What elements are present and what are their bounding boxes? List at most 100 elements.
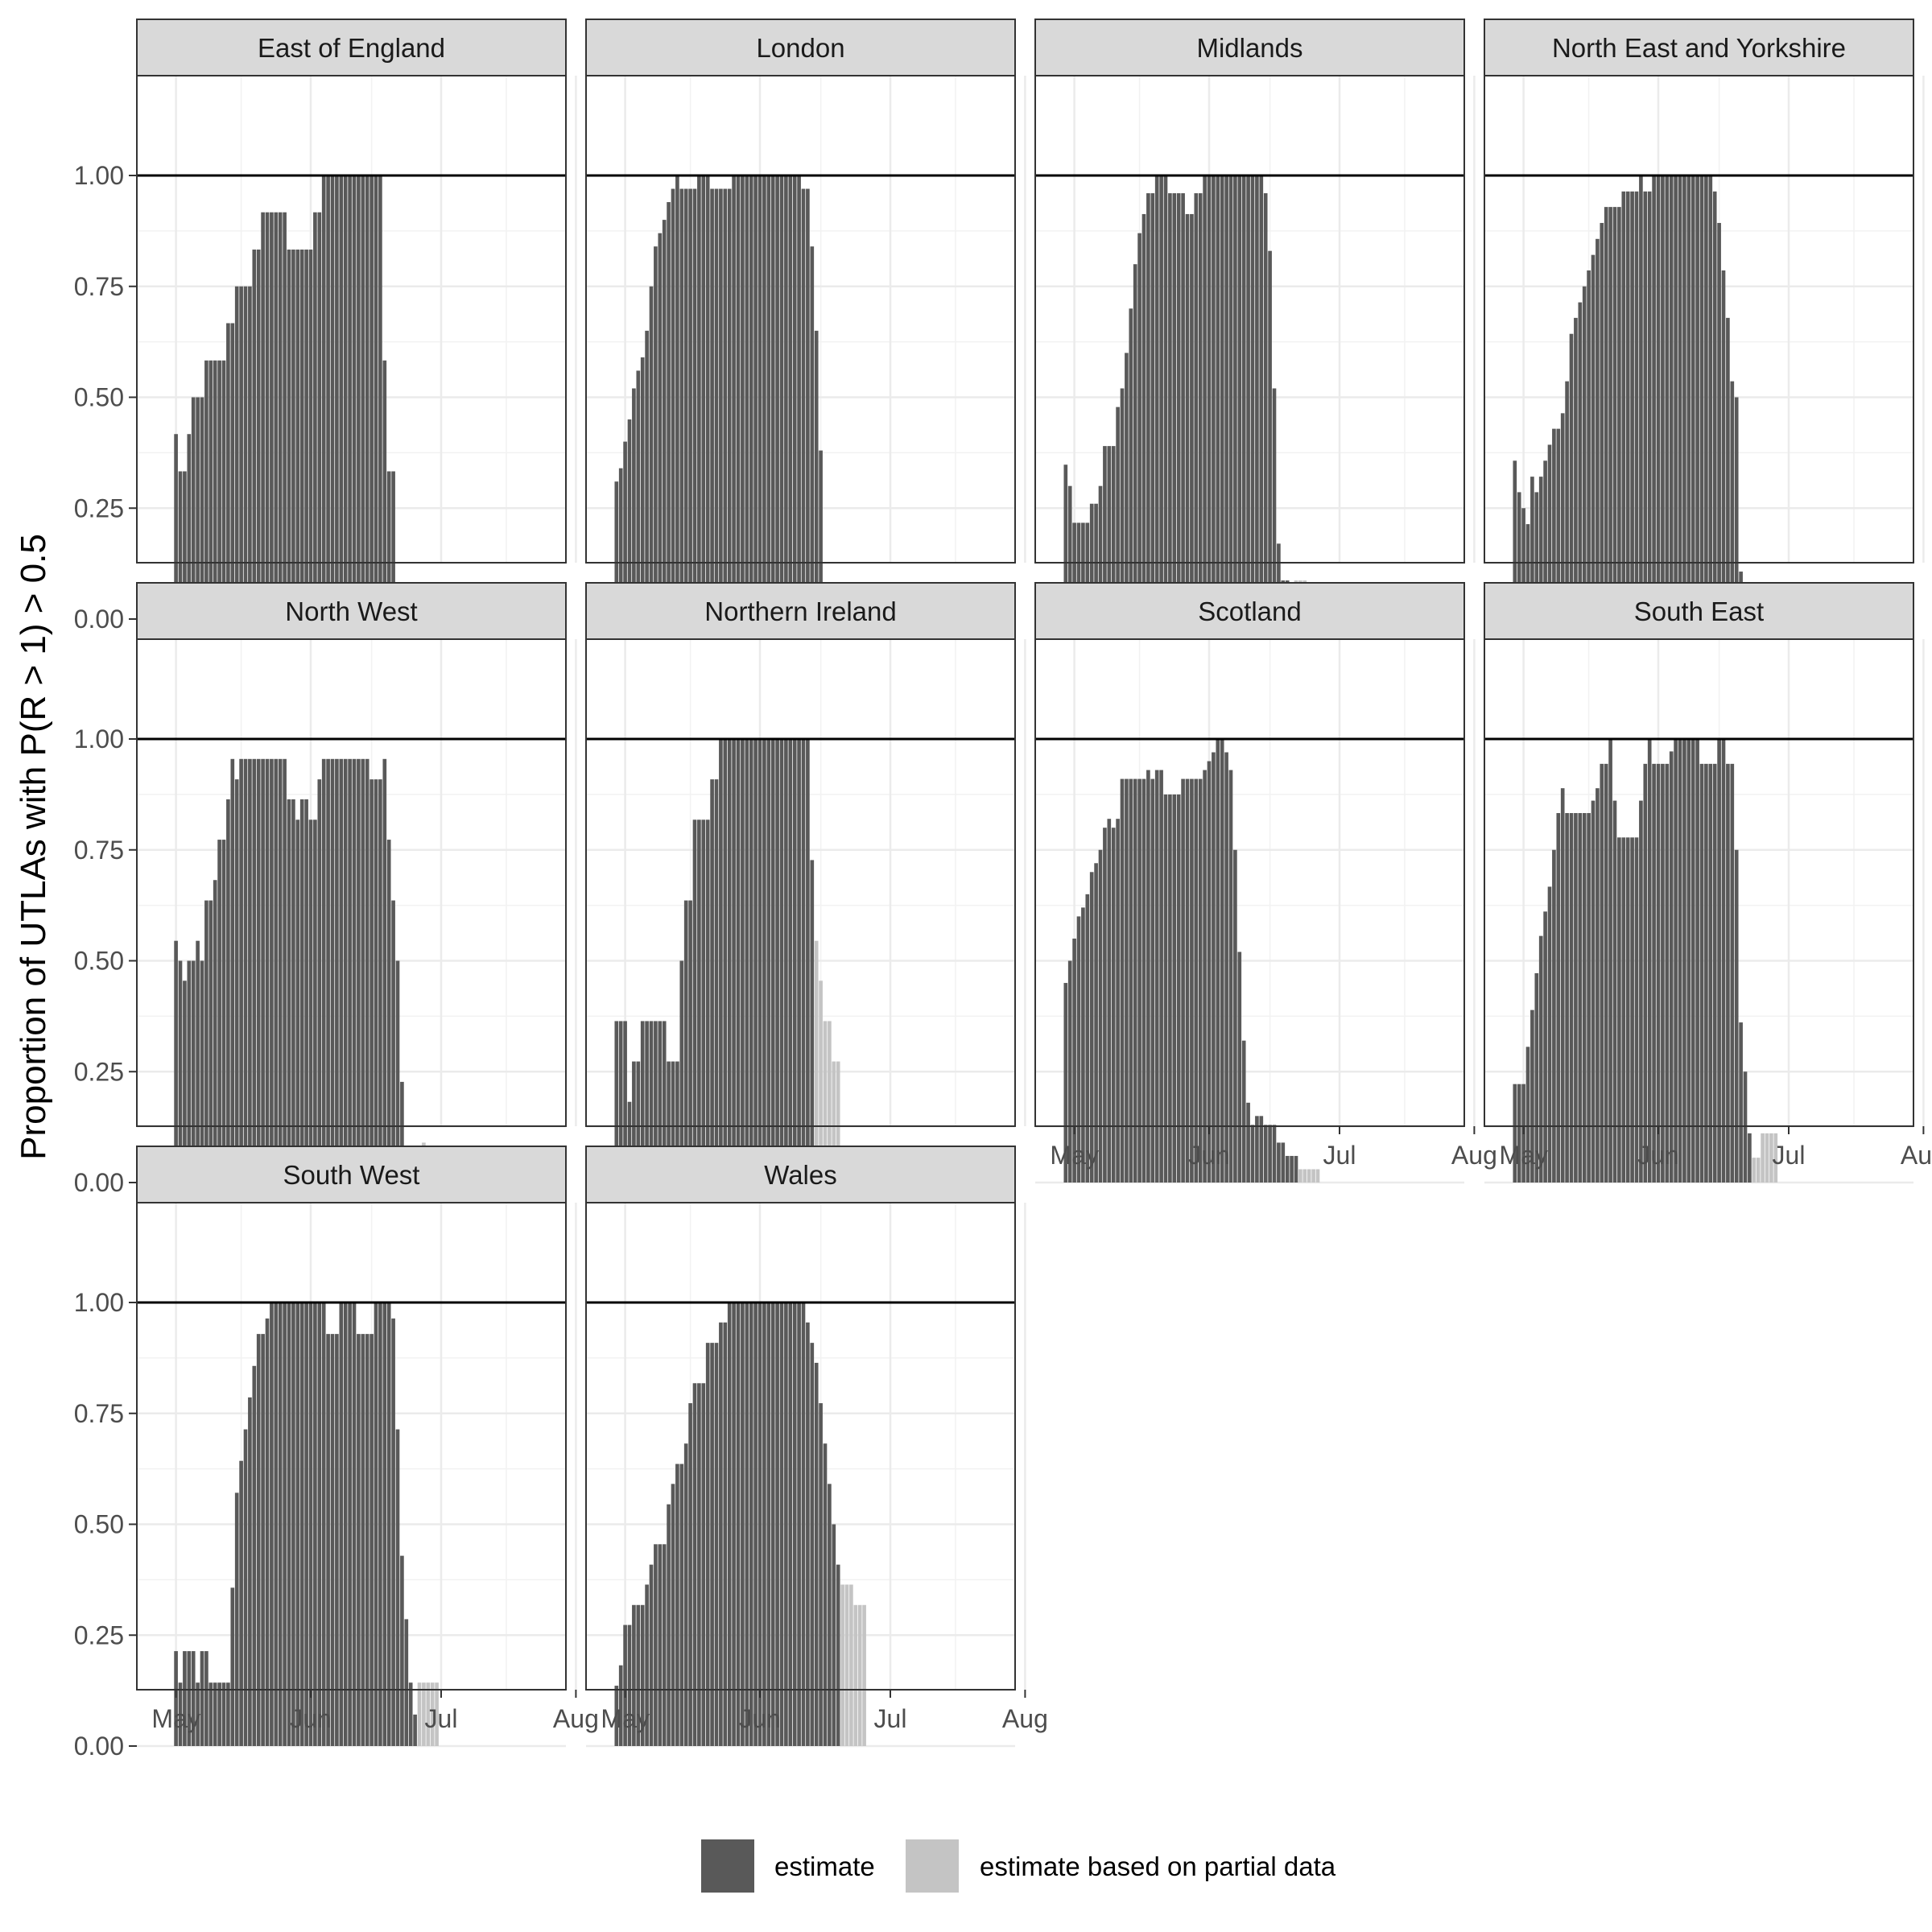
bar-partial xyxy=(828,1021,832,1183)
bar-estimate xyxy=(234,286,239,619)
bar-estimate xyxy=(814,330,819,619)
bar-estimate xyxy=(374,1302,378,1746)
bar-estimate xyxy=(1712,763,1717,1183)
bar-estimate xyxy=(1163,175,1168,619)
bar-estimate xyxy=(248,1397,252,1746)
bar-estimate xyxy=(1154,175,1159,619)
bar-partial xyxy=(849,1584,853,1746)
x-tick-label: May xyxy=(151,1704,200,1733)
bar-estimate xyxy=(683,1443,688,1746)
bar-partial xyxy=(1756,1158,1761,1183)
bar-estimate xyxy=(1185,213,1190,619)
bar-estimate xyxy=(614,481,619,619)
bar-estimate xyxy=(758,175,762,619)
facet-panel: Scotland May Jun Jul Aug xyxy=(1034,582,1497,1184)
bar-estimate xyxy=(779,175,784,619)
bar-estimate xyxy=(649,1564,654,1746)
bar-estimate xyxy=(243,758,248,1183)
bar-estimate xyxy=(832,1524,836,1746)
bar-estimate xyxy=(1237,952,1242,1183)
strip-label: Northern Ireland xyxy=(704,597,896,626)
bar-estimate xyxy=(614,1686,619,1746)
bar-estimate xyxy=(714,779,719,1183)
bar-estimate xyxy=(1656,763,1661,1183)
bar-estimate xyxy=(1250,1125,1255,1183)
bar-estimate xyxy=(287,1302,291,1746)
bar-estimate xyxy=(1277,543,1281,619)
bar-estimate xyxy=(1212,752,1216,1183)
bar-estimate xyxy=(679,1463,684,1746)
bar-estimate xyxy=(1207,175,1212,619)
bar-estimate xyxy=(797,175,801,619)
bar-estimate xyxy=(1220,175,1224,619)
bar-estimate xyxy=(1690,739,1695,1183)
bar-estimate xyxy=(1194,778,1199,1183)
bar-estimate xyxy=(1652,175,1656,619)
bar-estimate xyxy=(732,175,736,619)
bar-estimate xyxy=(801,188,806,619)
bar-estimate xyxy=(770,739,775,1183)
bar-estimate xyxy=(361,1334,365,1746)
bar-estimate xyxy=(1543,460,1547,619)
bar-estimate xyxy=(1190,778,1194,1183)
strip-label: Scotland xyxy=(1198,597,1301,626)
bar-estimate xyxy=(1552,849,1556,1183)
facet-panel: East of England 0.00 0.25 0.50 0.75 1.00 xyxy=(74,19,577,634)
bar-estimate xyxy=(710,779,714,1183)
bar-estimate xyxy=(1268,250,1272,619)
bar-estimate xyxy=(213,360,217,619)
bar-estimate xyxy=(1181,193,1185,620)
bar-estimate xyxy=(1246,1102,1250,1183)
bar-estimate xyxy=(204,900,208,1183)
bar-estimate xyxy=(382,1302,387,1746)
bar-estimate xyxy=(658,1544,663,1746)
bar-estimate xyxy=(196,1682,200,1746)
bar-estimate xyxy=(404,1619,409,1746)
bar-estimate xyxy=(1150,193,1155,620)
bar-estimate xyxy=(1525,1046,1530,1183)
bar-estimate xyxy=(1608,739,1612,1183)
bar-estimate xyxy=(1578,813,1583,1183)
bar-partial xyxy=(1761,1133,1765,1183)
bar-estimate xyxy=(1530,1009,1534,1183)
bar-estimate xyxy=(278,758,283,1183)
bar-estimate xyxy=(299,250,304,619)
bar-estimate xyxy=(1181,778,1185,1183)
bar-estimate xyxy=(217,840,221,1183)
panel-background xyxy=(1035,639,1464,1126)
bar-estimate xyxy=(352,758,357,1183)
legend-key-partial xyxy=(906,1839,959,1893)
bar-estimate xyxy=(692,1383,697,1746)
bar-estimate xyxy=(654,246,658,619)
bar-estimate xyxy=(1281,1142,1286,1183)
bar-estimate xyxy=(326,758,330,1183)
facet-panel: South East May Jun Jul Aug xyxy=(1484,582,1932,1184)
bar-partial xyxy=(857,1604,862,1746)
bar-estimate xyxy=(174,434,178,619)
bar-estimate xyxy=(806,188,810,619)
bar-estimate xyxy=(330,1334,335,1746)
strip-label: North East and Yorkshire xyxy=(1552,33,1846,63)
bar-estimate xyxy=(274,212,279,619)
bar-partial xyxy=(1298,1169,1302,1183)
bar-estimate xyxy=(779,1302,784,1746)
bar-estimate xyxy=(1228,770,1233,1183)
strip-background xyxy=(585,1146,1016,1203)
bar-estimate xyxy=(365,175,369,619)
y-tick-label: 0.00 xyxy=(74,1168,124,1197)
bar-estimate xyxy=(308,819,313,1183)
bar-estimate xyxy=(1656,175,1661,619)
bar-estimate xyxy=(1277,1142,1281,1183)
bar-estimate xyxy=(357,1334,361,1746)
bar-estimate xyxy=(378,779,382,1183)
bar-estimate xyxy=(792,175,797,619)
bar-estimate xyxy=(1543,911,1547,1183)
bar-estimate xyxy=(230,323,235,619)
bar-estimate xyxy=(191,1651,196,1746)
bar-estimate xyxy=(234,779,239,1183)
bar-estimate xyxy=(283,212,287,619)
bar-estimate xyxy=(736,739,741,1183)
bar-estimate xyxy=(1639,800,1643,1183)
bar-estimate xyxy=(1150,778,1155,1183)
bar-estimate xyxy=(1190,213,1194,619)
